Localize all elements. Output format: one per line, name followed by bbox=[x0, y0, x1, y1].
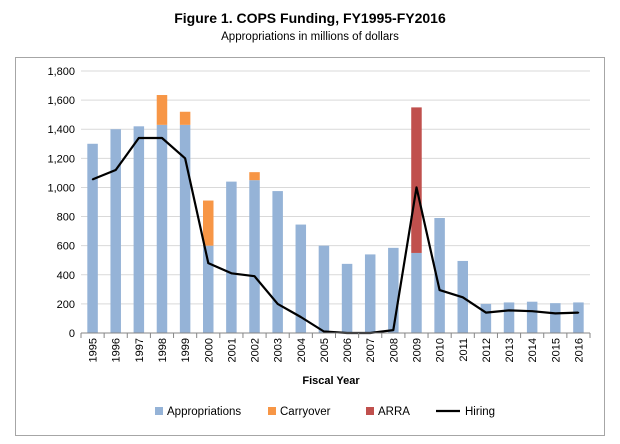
chart-title: Figure 1. COPS Funding, FY1995-FY2016 bbox=[174, 10, 446, 26]
bar-carryover-2002 bbox=[249, 172, 260, 181]
x-tick-label: 2000 bbox=[203, 338, 215, 362]
axes: 0 200 400 600 800 1,000 1,200 1,400 1,600 1,800 19… bbox=[47, 66, 591, 362]
x-tick-label: 2007 bbox=[365, 338, 377, 362]
hiring-point-2016 bbox=[577, 311, 580, 314]
bar-appropriations-1999 bbox=[179, 124, 191, 333]
x-tick-label: 2003 bbox=[273, 338, 285, 362]
x-tick-label: 2011 bbox=[458, 338, 470, 362]
x-tick-label: 1996 bbox=[111, 338, 123, 362]
hiring-point-2005 bbox=[323, 330, 325, 333]
x-axis-title: Fiscal Year bbox=[302, 375, 360, 387]
bar-carryover-1999 bbox=[179, 111, 191, 125]
hiring-point-2011 bbox=[461, 296, 464, 299]
bar-appropriations-2005 bbox=[318, 245, 330, 333]
bar-appropriations-2001 bbox=[226, 181, 237, 333]
bar-carryover-2000 bbox=[203, 200, 214, 246]
hiring-point-2015 bbox=[554, 312, 557, 315]
bar-appropriations-2003 bbox=[272, 191, 283, 333]
hiring-point-2012 bbox=[485, 311, 487, 314]
x-tick-label: 2001 bbox=[226, 338, 238, 362]
y-tick-label: 0 bbox=[69, 328, 75, 340]
hiring-point-2009 bbox=[415, 186, 418, 189]
bars bbox=[87, 95, 584, 333]
hiring-line bbox=[92, 136, 579, 335]
bar-appropriations-2016 bbox=[573, 302, 584, 333]
hiring-point-1996 bbox=[114, 169, 117, 171]
hiring-point-2010 bbox=[438, 289, 441, 291]
bar-appropriations-2010 bbox=[434, 218, 445, 333]
hiring-point-2014 bbox=[531, 310, 533, 312]
bar-appropriations-2008 bbox=[388, 247, 399, 333]
hiring-point-1995 bbox=[91, 178, 94, 181]
x-tick-label: 1998 bbox=[157, 338, 169, 362]
x-tick-label: 2008 bbox=[388, 338, 400, 362]
y-tick-label: 1,600 bbox=[47, 95, 75, 107]
hiring-point-2000 bbox=[207, 262, 210, 264]
hiring-point-2003 bbox=[276, 303, 279, 305]
legend-swatch-arra bbox=[366, 407, 374, 415]
y-tick-label: 400 bbox=[57, 270, 75, 282]
bar-appropriations-2004 bbox=[295, 224, 307, 333]
hiring-point-2002 bbox=[253, 275, 256, 278]
x-tick-label: 2002 bbox=[250, 338, 262, 362]
x-tick-label: 2006 bbox=[342, 338, 354, 362]
x-tick-label: 2004 bbox=[296, 338, 308, 362]
x-tick-label: 2009 bbox=[411, 338, 423, 362]
legend: Appropriations Carryover ARRA Hiring bbox=[155, 406, 495, 418]
x-tick-label: 1995 bbox=[88, 338, 100, 362]
hiring-point-1997 bbox=[138, 137, 140, 139]
legend-swatch-carryover bbox=[268, 407, 276, 415]
y-tick-label: 200 bbox=[57, 299, 75, 311]
x-tick-label: 2012 bbox=[481, 338, 493, 362]
x-tick-label: 2014 bbox=[527, 338, 539, 362]
y-tick-label: 800 bbox=[57, 212, 75, 224]
legend-label-appropriations: Appropriations bbox=[167, 406, 241, 418]
hiring-point-1999 bbox=[184, 157, 186, 160]
bar-appropriations-2002 bbox=[249, 180, 260, 333]
bar-appropriations-2009 bbox=[411, 252, 422, 333]
chart-frame bbox=[15, 57, 605, 436]
hiring-point-1998 bbox=[161, 137, 163, 139]
bar-appropriations-2000 bbox=[203, 245, 214, 333]
hiring-point-2001 bbox=[230, 272, 233, 275]
bar-appropriations-1995 bbox=[87, 143, 98, 333]
y-tick-label: 1,200 bbox=[47, 153, 75, 165]
x-tick-label: 1997 bbox=[134, 338, 146, 362]
bar-appropriations-1998 bbox=[156, 124, 168, 333]
bar-arra-2009 bbox=[411, 107, 422, 253]
bar-appropriations-2012 bbox=[480, 303, 492, 333]
legend-swatch-appropriations bbox=[155, 407, 163, 415]
bar-appropriations-1997 bbox=[133, 126, 145, 333]
hiring-point-2008 bbox=[392, 329, 395, 331]
x-tick-label: 2005 bbox=[319, 338, 331, 362]
y-tick-label: 1,400 bbox=[47, 124, 75, 136]
bar-appropriations-1996 bbox=[110, 129, 121, 333]
y-tick-label: 1,800 bbox=[47, 66, 75, 78]
x-tick-label: 2013 bbox=[504, 338, 516, 362]
hiring-point-2004 bbox=[299, 316, 302, 318]
bar-appropriations-2006 bbox=[341, 263, 353, 333]
chart-subtitle: Appropriations in millions of dollars bbox=[221, 31, 399, 43]
hiring-point-2013 bbox=[508, 309, 510, 312]
bar-carryover-1998 bbox=[156, 95, 168, 125]
x-tick-label: 2015 bbox=[550, 338, 562, 362]
y-tick-label: 600 bbox=[57, 241, 75, 253]
y-tick-label: 1,000 bbox=[47, 182, 75, 194]
bar-appropriations-2013 bbox=[503, 302, 515, 333]
legend-label-hiring: Hiring bbox=[465, 406, 495, 418]
legend-label-carryover: Carryover bbox=[280, 406, 331, 418]
legend-label-arra: ARRA bbox=[378, 406, 410, 418]
x-tick-label: 2010 bbox=[435, 338, 447, 362]
x-tick-label: 1999 bbox=[180, 338, 192, 362]
x-tick-label: 2016 bbox=[573, 338, 585, 362]
bar-appropriations-2007 bbox=[364, 254, 376, 333]
bar-appropriations-2014 bbox=[526, 301, 538, 333]
bar-appropriations-2015 bbox=[550, 303, 561, 333]
